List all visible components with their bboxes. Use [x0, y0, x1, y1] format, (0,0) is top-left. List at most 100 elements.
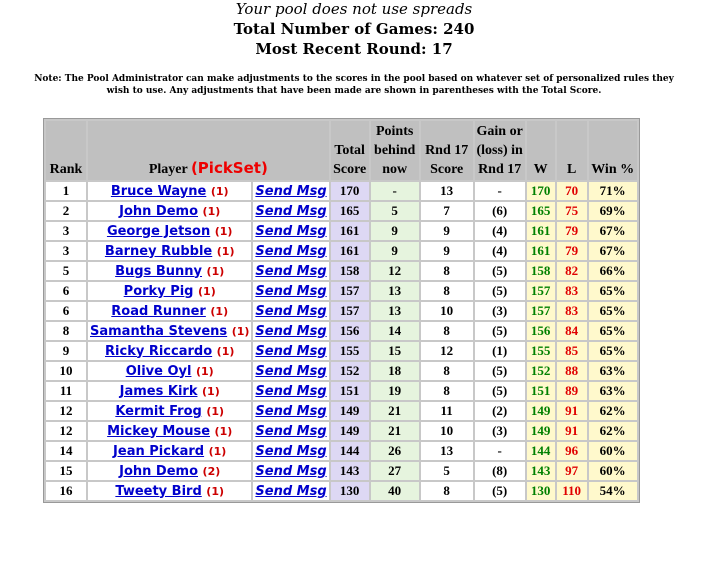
table-row: 6 Porky Pig (1) Send Msg 157 13 8 (5) 157 83 65% [46, 282, 637, 300]
points-behind-cell: 14 [370, 322, 419, 340]
total-score-cell: 144 [330, 442, 369, 460]
send-msg-link[interactable]: Send Msg [255, 383, 327, 399]
send-msg-link[interactable]: Send Msg [255, 423, 327, 439]
table-row: 12 Mickey Mouse (1) Send Msg 149 21 10 (3) 149 9… [46, 422, 637, 440]
player-link[interactable]: Kermit Frog [115, 403, 202, 419]
win-pct-cell: 67% [588, 222, 637, 240]
rank-cell: 9 [46, 342, 86, 360]
rank-cell: 12 [46, 422, 86, 440]
losses-cell: 82 [556, 262, 587, 280]
send-msg-link[interactable]: Send Msg [255, 323, 327, 339]
rnd-score-cell: 10 [420, 422, 473, 440]
pool-header: Your pool does not use spreads Total Num… [0, 0, 708, 59]
player-link[interactable]: Tweety Bird [115, 483, 202, 499]
total-score-cell: 143 [330, 462, 369, 480]
send-msg-cell: Send Msg [253, 242, 329, 260]
player-cell: Olive Oyl (1) [88, 362, 252, 380]
send-msg-link[interactable]: Send Msg [255, 223, 327, 239]
points-behind-cell: 13 [370, 282, 419, 300]
rank-cell: 3 [46, 222, 86, 240]
player-link[interactable]: Bugs Bunny [115, 263, 203, 279]
player-cell: Bruce Wayne (1) [88, 182, 252, 200]
player-cell: James Kirk (1) [88, 382, 252, 400]
player-link[interactable]: John Demo [119, 203, 199, 219]
losses-cell: 110 [556, 482, 587, 500]
wins-cell: 151 [526, 382, 555, 400]
losses-cell: 89 [556, 382, 587, 400]
player-link[interactable]: Road Runner [111, 303, 206, 319]
send-msg-link[interactable]: Send Msg [255, 243, 327, 259]
send-msg-cell: Send Msg [253, 262, 329, 280]
send-msg-link[interactable]: Send Msg [255, 203, 327, 219]
send-msg-link[interactable]: Send Msg [255, 363, 327, 379]
player-link[interactable]: Barney Rubble [104, 243, 213, 259]
wins-cell: 152 [526, 362, 555, 380]
player-cell: Ricky Riccardo (1) [88, 342, 252, 360]
gain-loss-cell: (3) [474, 302, 525, 320]
table-row: 15 John Demo (2) Send Msg 143 27 5 (8) 143 97 60% [46, 462, 637, 480]
rnd-score-cell: 8 [420, 482, 473, 500]
player-link[interactable]: Porky Pig [123, 283, 194, 299]
send-msg-cell: Send Msg [253, 222, 329, 240]
player-link[interactable]: James Kirk [119, 383, 198, 399]
gain-loss-cell: (5) [474, 482, 525, 500]
send-msg-link[interactable]: Send Msg [255, 303, 327, 319]
player-link[interactable]: Olive Oyl [125, 363, 192, 379]
rnd-score-cell: 10 [420, 302, 473, 320]
send-msg-link[interactable]: Send Msg [255, 483, 327, 499]
losses-cell: 79 [556, 222, 587, 240]
gain-loss-cell: (2) [474, 402, 525, 420]
send-msg-link[interactable]: Send Msg [255, 403, 327, 419]
gain-loss-cell: (4) [474, 242, 525, 260]
total-games: Total Number of Games: 240 [233, 20, 475, 38]
win-pct-cell: 63% [588, 362, 637, 380]
player-link[interactable]: Ricky Riccardo [105, 343, 213, 359]
gain-loss-cell: (1) [474, 342, 525, 360]
losses-cell: 88 [556, 362, 587, 380]
win-pct-cell: 65% [588, 282, 637, 300]
player-link[interactable]: George Jetson [106, 223, 211, 239]
losses-cell: 84 [556, 322, 587, 340]
player-link[interactable]: John Demo [119, 463, 199, 479]
table-row: 14 Jean Pickard (1) Send Msg 144 26 13-144 96 6… [46, 442, 637, 460]
player-link[interactable]: Samantha Stevens [90, 323, 228, 339]
win-pct-cell: 63% [588, 382, 637, 400]
table-row: 12 Kermit Frog (1) Send Msg 149 21 11 (2) 149 91… [46, 402, 637, 420]
player-link[interactable]: Mickey Mouse [107, 423, 211, 439]
send-msg-cell: Send Msg [253, 442, 329, 460]
gain-loss-cell: (5) [474, 262, 525, 280]
wins-cell: 161 [526, 222, 555, 240]
spreads-note: Your pool does not use spreads [235, 0, 473, 18]
rank-cell: 8 [46, 322, 86, 340]
player-link[interactable]: Bruce Wayne [110, 183, 207, 199]
header-rnd-score: Rnd 17 Score [420, 121, 473, 180]
rnd-score-cell: 7 [420, 202, 473, 220]
pickset-number: (1) [206, 264, 225, 278]
player-cell: Tweety Bird (1) [88, 482, 252, 500]
send-msg-link[interactable]: Send Msg [255, 463, 327, 479]
send-msg-link[interactable]: Send Msg [255, 183, 327, 199]
send-msg-link[interactable]: Send Msg [255, 343, 327, 359]
send-msg-link[interactable]: Send Msg [255, 283, 327, 299]
wins-cell: 156 [526, 322, 555, 340]
send-msg-cell: Send Msg [253, 202, 329, 220]
gain-loss-cell: - [474, 182, 525, 200]
send-msg-link[interactable]: Send Msg [255, 443, 327, 459]
pickset-number: (1) [210, 184, 229, 198]
rnd-score-cell: 8 [420, 282, 473, 300]
losses-cell: 91 [556, 402, 587, 420]
total-score-cell: 149 [330, 402, 369, 420]
losses-cell: 83 [556, 302, 587, 320]
header-pickset-label: (PickSet) [190, 159, 268, 177]
total-score-cell: 130 [330, 482, 369, 500]
win-pct-cell: 54% [588, 482, 637, 500]
table-row: 9 Ricky Riccardo (1) Send Msg 155 15 12 (1) 155… [46, 342, 637, 360]
total-score-cell: 152 [330, 362, 369, 380]
wins-cell: 157 [526, 302, 555, 320]
points-behind-cell: 5 [370, 202, 419, 220]
header-w: W [526, 121, 555, 180]
send-msg-link[interactable]: Send Msg [255, 263, 327, 279]
rnd-score-cell: 8 [420, 322, 473, 340]
gain-loss-cell: (5) [474, 282, 525, 300]
player-link[interactable]: Jean Pickard [113, 443, 205, 459]
